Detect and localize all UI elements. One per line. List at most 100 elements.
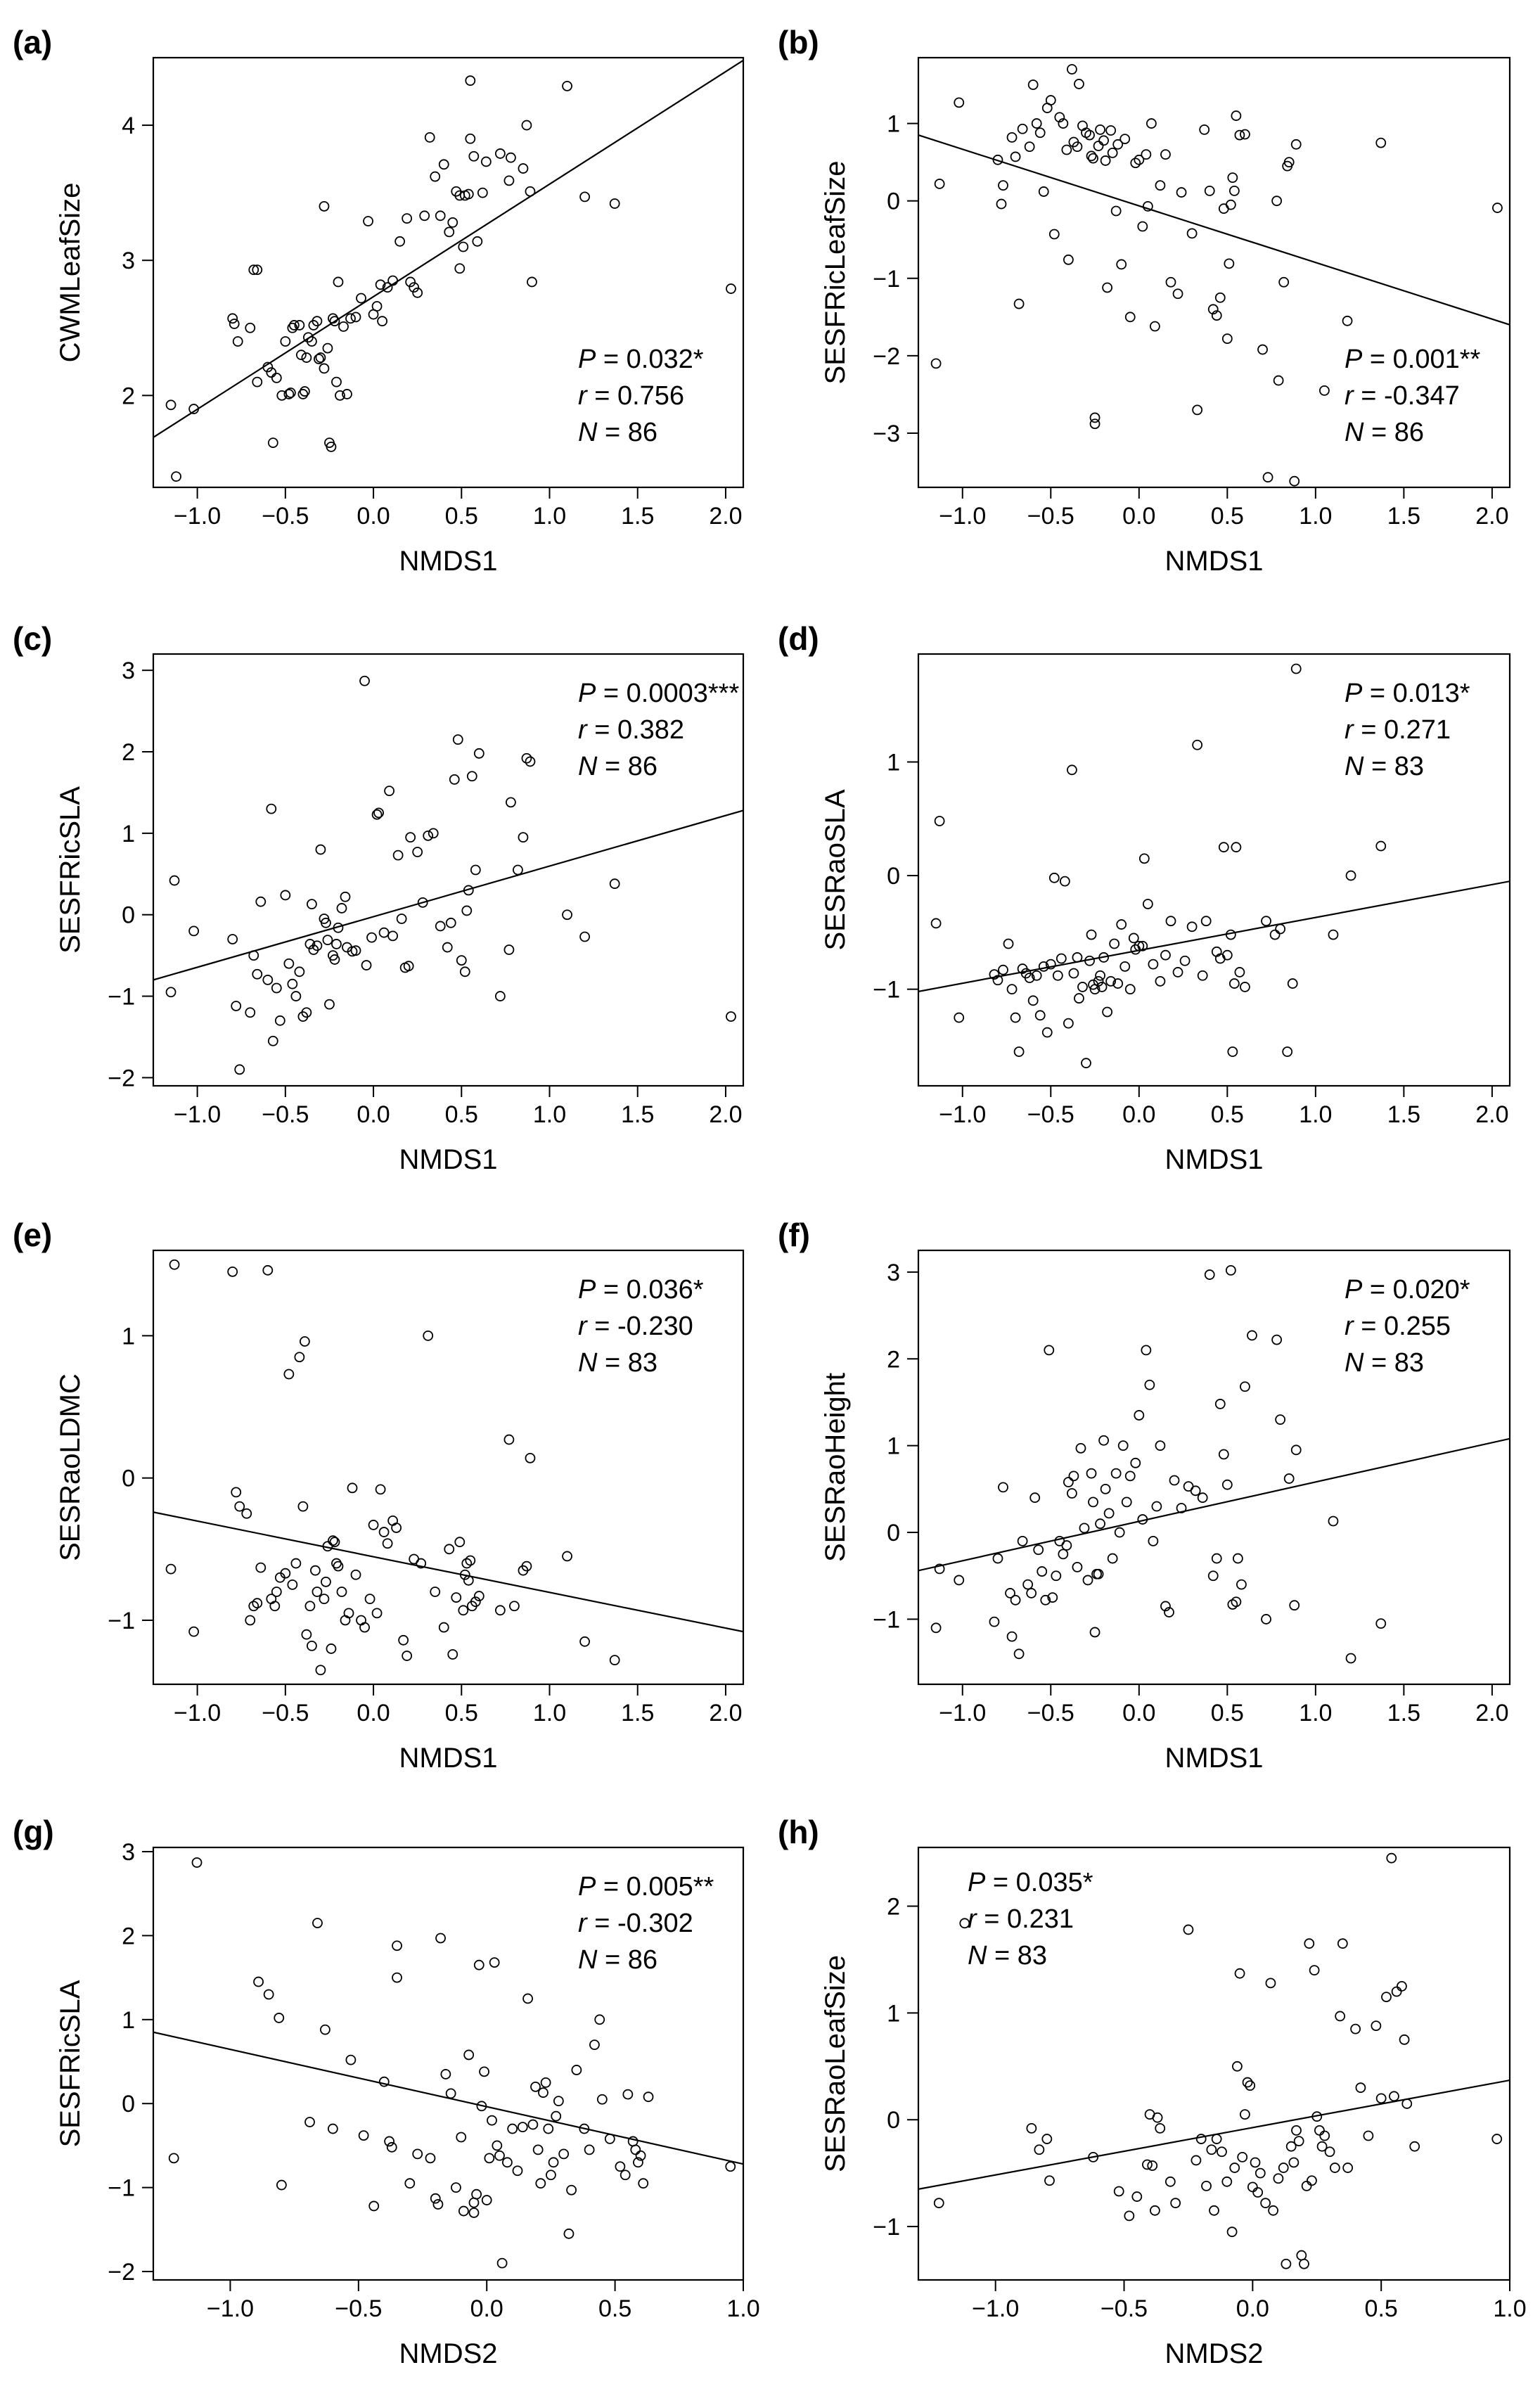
data-point: [412, 287, 423, 298]
data-point: [458, 241, 469, 252]
data-point: [1245, 2080, 1256, 2091]
data-point: [1102, 282, 1113, 293]
data-point: [525, 186, 536, 197]
data-point: [471, 2189, 482, 2200]
data-point: [1072, 952, 1083, 963]
data-point: [1381, 1992, 1392, 2002]
x-axis-label: NMDS1: [399, 546, 497, 577]
x-tick-label: 0.5: [598, 2295, 631, 2322]
data-point: [1221, 949, 1233, 961]
data-point: [1240, 1381, 1250, 1392]
data-point: [1147, 2160, 1158, 2171]
data-point: [1221, 1479, 1233, 1490]
data-point: [329, 954, 340, 965]
data-point: [165, 987, 177, 998]
data-point: [1055, 953, 1067, 964]
stat-n-value: 83: [628, 1348, 657, 1378]
x-tick-label: 0.0: [357, 1700, 390, 1726]
data-point: [312, 1918, 323, 1928]
data-point: [1211, 1553, 1222, 1564]
data-point: [430, 1587, 441, 1597]
data-point: [280, 890, 291, 901]
data-point: [1328, 929, 1339, 940]
data-point: [1242, 2077, 1253, 2088]
data-point: [1061, 1540, 1072, 1551]
data-point: [954, 1575, 965, 1586]
data-point: [1335, 2011, 1346, 2022]
data-point: [463, 885, 474, 896]
stat-n-equals: =: [1363, 1348, 1394, 1378]
chart-panel: (g) −1.0 −0.5 0.0 0.5 1.0 −2 −1 0 1 2 3 NMDS2 SESFRic…: [13, 1814, 760, 2369]
data-point: [1389, 2091, 1399, 2102]
data-point: [424, 132, 435, 143]
x-tick-label: 1.0: [533, 1101, 566, 1128]
data-point: [1047, 1592, 1058, 1603]
data-point: [1307, 2175, 1317, 2186]
data-point: [253, 1976, 264, 1987]
plot-area: [153, 1857, 743, 2269]
stat-n-symbol: N: [1345, 752, 1364, 781]
stat-r-equals: =: [1354, 381, 1384, 411]
data-point: [989, 1616, 1000, 1627]
data-point: [1045, 95, 1056, 105]
y-tick-label: −2: [108, 2259, 135, 2286]
stat-r-symbol: r: [578, 1312, 588, 1341]
data-point: [1146, 118, 1157, 129]
stat-p-equals: =: [596, 1275, 626, 1305]
data-point: [1148, 1535, 1159, 1546]
data-point: [451, 2182, 461, 2193]
data-point: [1152, 2112, 1163, 2123]
data-point: [463, 2049, 475, 2061]
x-tick-label: 0.0: [1122, 1101, 1155, 1128]
data-point: [444, 226, 455, 238]
data-point: [532, 2144, 544, 2155]
data-point: [312, 940, 323, 951]
data-point: [438, 159, 449, 170]
data-point: [343, 1608, 354, 1619]
stat-p-symbol: P: [1345, 1275, 1363, 1305]
x-tick-label: 0.5: [1211, 1101, 1244, 1128]
data-point: [1110, 1468, 1122, 1479]
data-point: [356, 1615, 366, 1626]
y-tick-label: 3: [122, 1839, 135, 1866]
stat-r-value: -0.347: [1384, 381, 1460, 411]
data-point: [513, 864, 523, 876]
data-point: [432, 2199, 444, 2210]
data-point: [1044, 1345, 1055, 1356]
data-point: [329, 316, 340, 327]
data-point: [402, 1651, 413, 1661]
data-point: [271, 372, 282, 383]
data-point: [540, 2077, 551, 2088]
plot-area: [918, 64, 1510, 487]
plot-area: [153, 1259, 743, 1676]
data-point: [566, 2184, 577, 2196]
stat-p-equals: =: [1362, 345, 1392, 374]
data-point: [726, 283, 736, 294]
data-point: [1100, 1483, 1111, 1494]
plot-frame: [917, 1249, 1511, 1686]
data-point: [558, 2148, 570, 2160]
data-point: [1273, 375, 1284, 386]
stat-r-symbol: r: [1345, 1312, 1354, 1341]
x-tick-label: 1.0: [1493, 2295, 1526, 2322]
x-tick-label: 1.5: [1387, 1700, 1420, 1726]
data-point: [287, 1579, 298, 1590]
stat-n-symbol: N: [578, 418, 598, 447]
data-point: [245, 1007, 256, 1018]
x-axis-label: NMDS1: [1164, 1144, 1263, 1175]
data-point: [340, 891, 351, 902]
data-point: [476, 2101, 487, 2112]
y-tick-label: 1: [122, 2007, 135, 2034]
data-point: [255, 896, 267, 907]
data-point: [350, 945, 361, 956]
data-point: [1183, 1924, 1194, 1935]
data-point: [543, 2123, 554, 2134]
data-point: [329, 1537, 340, 1548]
data-point: [1098, 1435, 1109, 1446]
data-point: [1160, 149, 1171, 160]
data-point: [1234, 1968, 1245, 1979]
x-tick-label: 1.0: [533, 1700, 566, 1726]
data-point: [430, 2193, 441, 2204]
x-tick-label: −1.0: [174, 503, 221, 530]
x-tick-label: 1.5: [621, 1700, 654, 1726]
